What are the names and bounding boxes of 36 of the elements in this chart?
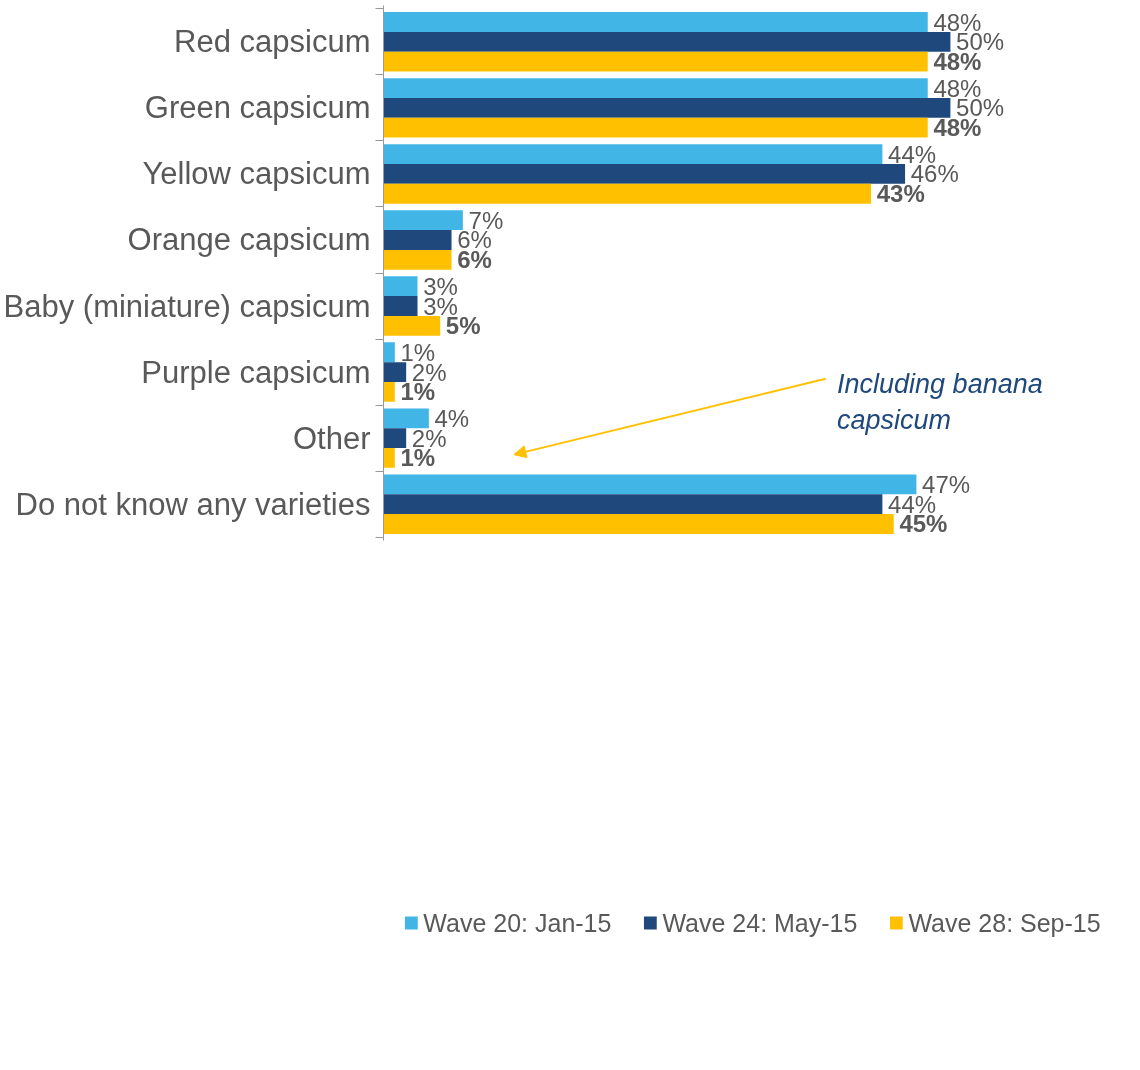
bar (383, 408, 429, 429)
bar (383, 51, 928, 72)
y-tick-label: Orange capsicum (127, 222, 371, 258)
bar (383, 315, 441, 336)
bar (383, 97, 951, 118)
bar (383, 381, 395, 402)
bar (383, 342, 395, 363)
y-tick-label: Baby (miniature) capsicum (3, 288, 371, 324)
bar (383, 474, 917, 495)
legend-label: Wave 20: Jan-15 (423, 908, 612, 938)
y-tick-label: Other (292, 420, 371, 456)
bar (383, 249, 452, 270)
bar (383, 514, 894, 534)
annotation: Including banana capsicum (837, 368, 1043, 435)
bar (383, 117, 928, 138)
bar (383, 428, 407, 449)
bar (383, 144, 883, 165)
bar (383, 494, 883, 515)
bar (383, 31, 951, 52)
bar (383, 210, 463, 231)
legend-label: Wave 28: Sep-15 (908, 908, 1101, 938)
y-tick-label: Green capsicum (144, 90, 371, 126)
bar (383, 230, 452, 250)
y-tick-label: Do not know any varieties (15, 486, 371, 522)
bar (383, 448, 395, 468)
bar (383, 12, 928, 32)
y-tick-label: Yellow capsicum (142, 156, 371, 192)
bar (383, 276, 418, 297)
bar (383, 296, 418, 316)
bar (383, 164, 906, 184)
legend-label: Wave 24: May-15 (662, 908, 858, 938)
y-tick-label: Purple capsicum (141, 354, 371, 390)
bar (383, 362, 407, 382)
bar (383, 78, 928, 98)
bar (383, 183, 872, 204)
y-tick-label: Red capsicum (174, 24, 371, 60)
